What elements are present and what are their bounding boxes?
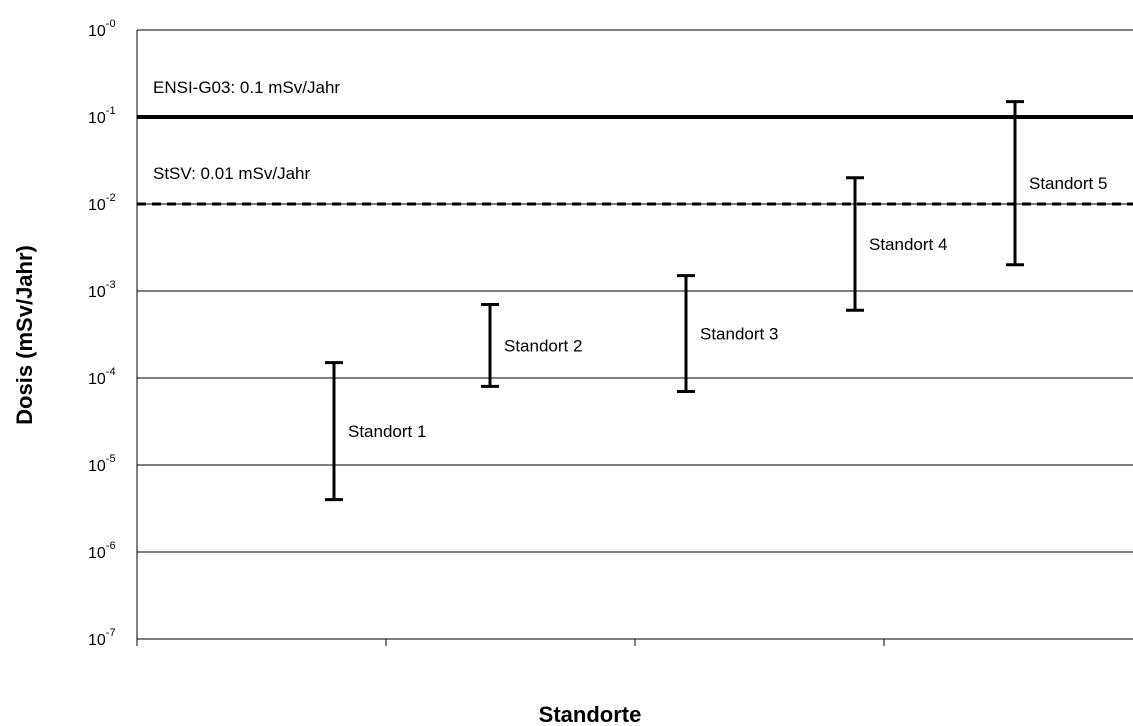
range-label: Standort 3 xyxy=(700,325,778,344)
y-tick-label: 10-7 xyxy=(88,627,116,649)
y-axis-title: Dosis (mSv/Jahr) xyxy=(12,245,37,425)
error-bar: Standort 3 xyxy=(677,274,778,393)
range-label: Standort 5 xyxy=(1029,174,1107,193)
reference-lines: ENSI-G03: 0.1 mSv/Jahr StSV: 0.01 mSv/Jah… xyxy=(137,78,1133,206)
y-tick-label: 10-5 xyxy=(88,453,116,475)
y-tick-label: 10-3 xyxy=(88,279,116,301)
reference-line-label: StSV: 0.01 mSv/Jahr xyxy=(153,164,310,183)
error-bar: Standort 2 xyxy=(481,302,582,388)
x-ticks xyxy=(136,639,885,646)
grid-lines xyxy=(137,29,1133,553)
y-tick-label: 10-2 xyxy=(88,192,116,214)
x-axis-title: Standorte xyxy=(539,702,642,726)
y-tick-label: 10-0 xyxy=(88,18,116,40)
error-bar: Standort 1 xyxy=(325,361,426,502)
y-tick-label: 10-6 xyxy=(88,540,116,562)
error-bar: Standort 5 xyxy=(1006,100,1107,267)
y-tick-label: 10-4 xyxy=(88,366,116,388)
y-tick-labels: 10-0 10-1 10-2 10-3 10-4 10-5 10-6 10-7 xyxy=(88,18,116,649)
error-bars: Standort 1 Standort 2 Standort 3 Standort 4… xyxy=(325,100,1107,502)
error-bar: Standort 4 xyxy=(846,176,947,312)
range-label: Standort 1 xyxy=(348,422,426,441)
axes xyxy=(136,30,1133,640)
range-label: Standort 2 xyxy=(504,336,582,355)
reference-line-label: ENSI-G03: 0.1 mSv/Jahr xyxy=(153,78,340,97)
y-tick-label: 10-1 xyxy=(88,105,116,127)
range-label: Standort 4 xyxy=(869,235,947,254)
